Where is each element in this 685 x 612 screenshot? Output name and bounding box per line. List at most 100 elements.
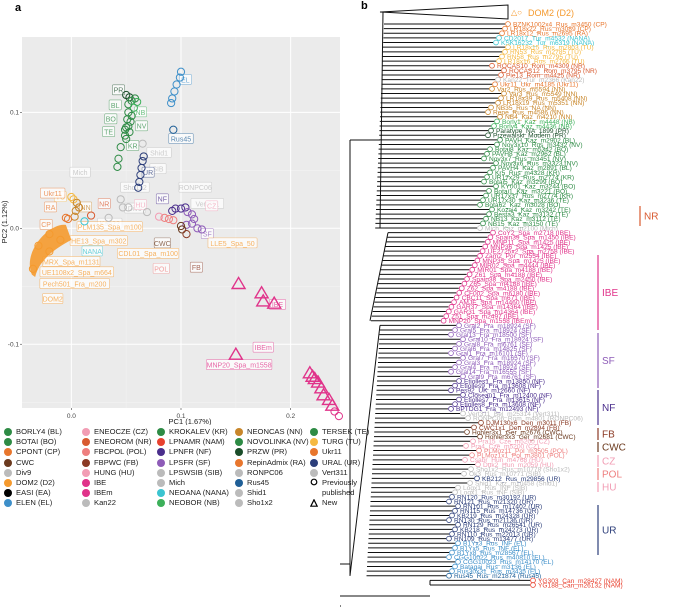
leaf-label: RN129_Rus_m26541 (UR) [463,522,542,529]
point-label: BO [104,113,118,125]
tip-marker [461,280,468,287]
point-label-box [153,237,171,249]
leaf-label: KB219_Rus_m24328 (UR) [457,513,535,520]
point-label: PLM135_Spa_m100 [76,221,143,232]
leaf-label: Nov3x10_Rus_m3432 (NV) [502,142,583,149]
tip-marker [495,100,501,106]
leaf-label: PLMoz11_Pol_m3505 (POL) [484,448,568,455]
tip-marker [459,285,465,292]
point-label: LLE5_Spa_50 [207,237,258,249]
clade-label: NR [644,212,658,223]
tip-marker [456,378,462,384]
legend-item: New [309,498,369,508]
point-label-box [40,187,66,199]
tip-marker [456,396,462,403]
point-SF [197,225,206,234]
tip-marker [452,489,458,496]
legend-label: TURG (TU) [322,437,361,447]
point-label-box [44,201,57,213]
phylogenetic-tree: △○ DOM2 (D2)BZNK1002x4_Rus_m3450 (CP)LR18… [340,4,658,607]
point-label-text: Mich [73,170,88,177]
point-D2 [45,229,54,239]
legend-label: Sho1x2 [247,498,273,508]
legend-label: LPNAMR (NAM) [169,437,225,447]
tip-marker [479,248,486,254]
legend-swatch [235,499,243,508]
point-label-box [108,99,122,111]
tip-marker [460,373,466,380]
point-NB [129,103,138,112]
tip-marker [460,410,466,417]
leaf-label: PLMoz1x1_Pol_m3801 (POL) [477,453,565,460]
legend-swatch [4,489,12,498]
leaf-label: NB35_Rus_NA (NN) [496,105,556,112]
point-label-text: NN [81,205,91,212]
legend-label: ENEOCZE (CZ) [94,427,148,436]
leaf-label: MNP36_Spa_m1425 (IBE) [490,244,568,251]
clade-label: POL [602,470,622,481]
point-label: DOM2 [42,293,64,304]
leaf-label: Hohler3x1_Ger_m2676 (CWC) [472,429,563,436]
leaf-label: CD2017_Tur_m4532 (NANA) [504,35,590,42]
point-EL [167,98,176,108]
point-Div9 [142,207,152,217]
leaf-label: PAVH_Kaz_m2902 (BL) [505,137,575,144]
leaf-label: MIR01_Spa_m4188 (IBE) [477,267,553,274]
legend-item: IBEm [82,488,151,498]
point-IBEm-triangle [228,346,244,360]
tip-marker [490,164,496,171]
tip-marker [477,225,483,231]
leaf-label: DJM130x6_Den_m3011 (FB) [486,420,571,427]
tip-marker [484,174,490,180]
leaf-label: Z61_Spa_m4188 (IBE) [475,272,542,279]
point-label-box [152,263,170,274]
tip-marker [478,419,484,426]
point-D2 [28,264,38,273]
point-label-text: NV [137,124,147,131]
tip-marker [452,382,458,389]
leaf-label: Var2_Rus_m5594 (NN) [497,86,565,93]
point-label-text: IBEm [255,345,272,352]
clade-label: FB [602,430,615,441]
tip-marker [481,155,487,162]
point-label-text: NF [158,197,167,204]
leaf-label: B1Yx8_Rus_m28567 (EL) [457,550,534,557]
legend-label: BOTAI (BO) [16,437,57,447]
y-tick-label: -0.1 [8,341,20,348]
leaf-label: Hohler3x3_Ger_m2681 (CWC) [485,434,576,441]
tip-marker [452,563,458,570]
legend-label: FBCPOL (POL) [94,447,147,457]
point-NV [126,117,135,126]
leaf-label: Etiolles8_Fra_m13608 (NF) [460,402,541,409]
clade-label: IBE [602,288,618,299]
point-label-text: LLE5_Spa_50 [210,241,254,248]
point-label: Pech501_Fra_m200 [39,278,110,289]
point-label-box [97,198,111,209]
tip-marker [460,355,466,361]
tip-marker [488,104,494,111]
point-label: KR [126,140,140,151]
point-label-text: PR [114,88,124,95]
leaf-label: CGG10023_Rus_m14170 (EL) [463,559,554,566]
tip-marker [463,443,469,449]
legend-item: ENEOROM (NR) [82,437,151,447]
legend-column: BORLY4 (BL) BOTAI (BO) CPONT (CP) CWC Div9 DO… [4,427,62,509]
point-label-box [39,278,110,289]
leaf-label: Kan22_Tur_m2366 (Kan22) [503,77,585,84]
point-EL [175,73,185,82]
legend-label: ENEOROM (NR) [94,437,152,447]
x-tick-label: 0.2 [286,413,295,420]
point-NN [72,198,81,207]
leaf-label: MNP11_Spa_m1425 (IBE) [493,239,571,246]
legend-label: Vert311 [322,467,348,477]
leaf-label: Botai5_Kaz_m3299 (BO) [489,179,562,186]
backbone [369,232,389,321]
legend-swatch [310,468,318,477]
tip-marker [455,521,461,528]
point-label-box [39,219,53,230]
point-SF [190,214,199,224]
point-label-text: BO [106,117,117,124]
point-IBE-triangle [304,368,321,382]
leaf-label: Gral3_Fra_m18924 (SF) [464,360,536,367]
legend-swatch [82,438,90,447]
